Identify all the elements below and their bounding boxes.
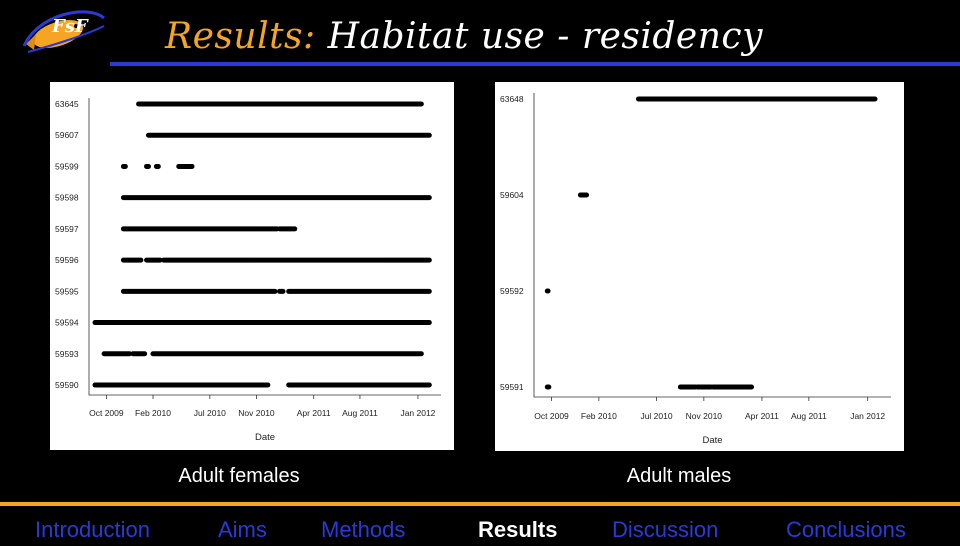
title-prefix: Results: (165, 16, 316, 57)
nav-divider (0, 502, 960, 506)
nav-introduction[interactable]: Introduction (35, 517, 150, 542)
x-tick-label: Apr 2011 (745, 411, 779, 421)
x-tick-label: Apr 2011 (297, 408, 331, 418)
y-tick-label: 59595 (55, 286, 79, 296)
x-tick-label: Nov 2010 (686, 411, 723, 421)
y-tick-label: 59604 (500, 190, 524, 200)
logo-text: FsF (51, 16, 89, 37)
x-axis-title: Date (255, 432, 275, 443)
section-nav: Introduction Aims Methods Results Discus… (0, 514, 960, 542)
females-chart: 63645 59607 59599 59598 59597 59596 59595 59594… (55, 98, 441, 443)
x-axis-title: Date (702, 435, 722, 446)
x-tick-label: Feb 2010 (135, 408, 171, 418)
y-tick-label: 59591 (500, 382, 524, 392)
y-tick-label: 59598 (55, 193, 79, 203)
x-tick-label: Aug 2011 (342, 408, 378, 418)
y-tick-label: 59594 (55, 318, 79, 328)
y-tick-label: 63648 (500, 94, 524, 104)
x-tick-label: Feb 2010 (581, 411, 617, 421)
y-tick-label: 59592 (500, 286, 524, 296)
x-tick-label: Jul 2010 (640, 411, 672, 421)
x-tick-label: Jan 2012 (400, 408, 435, 418)
nav-conclusions[interactable]: Conclusions (786, 517, 906, 542)
x-tick-label: Jul 2010 (194, 408, 226, 418)
males-chart-panel: 63648 59604 59592 59591 Oct 2009 Feb 2010 Jul … (495, 82, 904, 451)
x-tick-label: Nov 2010 (238, 408, 275, 418)
y-tick-label: 59607 (55, 130, 79, 140)
axis-frame (88, 98, 441, 396)
y-tick-label: 59597 (55, 224, 79, 234)
title-divider (110, 62, 960, 66)
y-tick-label: 59599 (55, 161, 79, 171)
nav-results[interactable]: Results (478, 517, 558, 542)
females-chart-panel: 63645 59607 59599 59598 59597 59596 59595 59594… (50, 82, 454, 450)
caption-males: Adult males (626, 465, 732, 487)
y-tick-label: 59596 (55, 255, 79, 265)
nav-discussion[interactable]: Discussion (612, 517, 719, 542)
males-chart: 63648 59604 59592 59591 Oct 2009 Feb 2010 Jul … (500, 93, 891, 446)
caption-females: Adult females (178, 465, 300, 487)
axis-frame (533, 93, 891, 398)
slide-title: Results: Habitat use - residency (165, 12, 763, 62)
fish-icon (26, 20, 84, 50)
y-tick-label: 59593 (55, 349, 79, 359)
title-main: Habitat use - residency (327, 16, 763, 57)
y-tick-label: 63645 (55, 99, 79, 109)
x-tick-label: Oct 2009 (89, 408, 124, 418)
x-tick-label: Jan 2012 (850, 411, 885, 421)
x-tick-label: Aug 2011 (791, 411, 827, 421)
x-tick-label: Oct 2009 (534, 411, 569, 421)
nav-aims[interactable]: Aims (218, 517, 267, 542)
nav-methods[interactable]: Methods (321, 517, 406, 542)
fsf-logo: FsF (22, 10, 105, 53)
y-tick-label: 59590 (55, 380, 79, 390)
